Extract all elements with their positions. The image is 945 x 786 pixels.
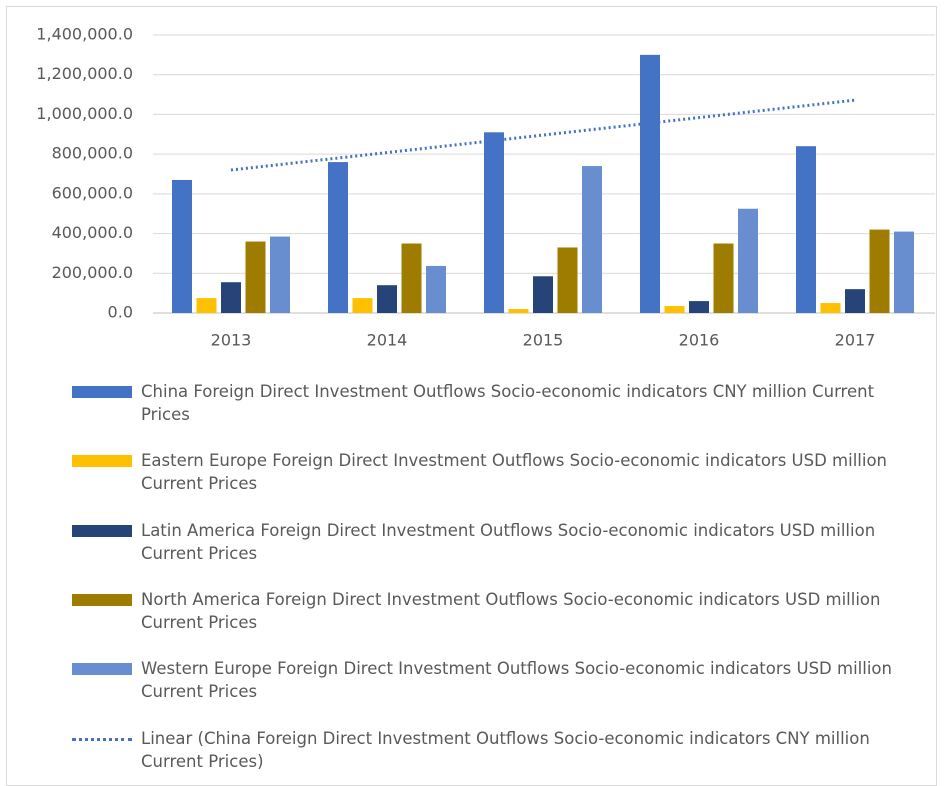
bar	[352, 298, 373, 313]
y-tick-label: 200,000.0	[52, 263, 133, 282]
legend-label: North America Foreign Direct Investment …	[141, 589, 881, 632]
trendline	[230, 98, 856, 172]
y-tick-label: 400,000.0	[52, 223, 133, 242]
legend-swatch	[72, 663, 132, 676]
x-tick-label: 2015	[523, 331, 564, 350]
legend-swatch	[72, 737, 132, 741]
bar	[245, 241, 266, 313]
legend-swatch	[72, 386, 132, 398]
legend-swatch	[72, 593, 132, 606]
bar	[401, 243, 422, 313]
bar	[869, 229, 890, 313]
bar	[796, 146, 816, 313]
bar	[328, 162, 348, 313]
legend-swatch	[72, 455, 132, 468]
bar	[508, 309, 529, 313]
y-tick-label: 800,000.0	[52, 144, 133, 163]
bar	[689, 301, 709, 313]
y-tick-label: 0.0	[108, 303, 133, 322]
x-tick-label: 2016	[679, 331, 720, 350]
bar	[557, 247, 578, 313]
bar	[640, 54, 660, 313]
legend-label: Eastern Europe Foreign Direct Investment…	[141, 451, 887, 494]
x-tick-label: 2013	[211, 331, 252, 350]
chart: 0.0 200,000.0 400,000.0 600,000.0 800,000.0 1…	[36, 25, 935, 350]
y-tick-label: 1,200,000.0	[36, 64, 133, 83]
legend-label: Western Europe Foreign Direct Investment…	[141, 659, 892, 702]
bar	[172, 179, 192, 313]
bar	[845, 289, 865, 313]
bar	[426, 265, 446, 313]
x-tick-label: 2017	[835, 331, 876, 350]
legend-swatch	[72, 524, 132, 537]
bar	[664, 306, 685, 313]
legend-label: Linear (China Foreign Direct Investment …	[141, 728, 870, 771]
bar	[196, 298, 217, 313]
y-tick-label: 600,000.0	[52, 183, 133, 202]
bar	[533, 276, 553, 313]
bar	[221, 282, 241, 313]
legend-label: Latin America Foreign Direct Investment …	[141, 520, 876, 563]
x-tick-label: 2014	[367, 331, 408, 350]
bar	[270, 236, 290, 313]
bar	[820, 303, 841, 313]
bar	[582, 166, 602, 313]
bar	[738, 208, 758, 313]
bar	[484, 132, 504, 313]
legend-label: China Foreign Direct Investment Outflows…	[141, 382, 875, 424]
bar	[377, 285, 397, 313]
y-tick-label: 1,000,000.0	[36, 104, 133, 123]
y-tick-label: 1,400,000.0	[36, 25, 133, 44]
bar	[713, 243, 734, 313]
bar	[894, 231, 914, 313]
